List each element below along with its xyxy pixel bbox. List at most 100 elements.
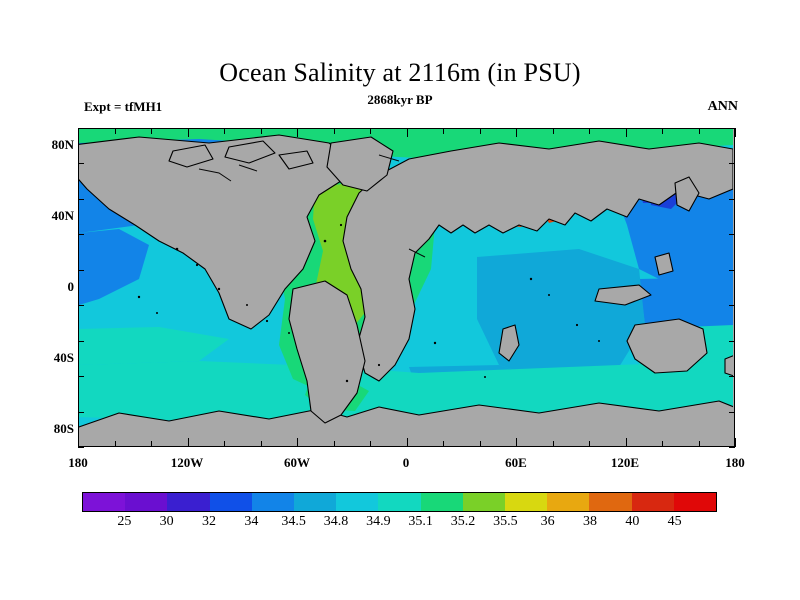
xtick-label: 0 (402, 455, 410, 470)
axis-tick (479, 128, 481, 134)
colorbar-band-4 (251, 493, 295, 511)
colorbar (82, 492, 717, 512)
xtick-label: 60W (284, 455, 310, 470)
axis-tick (78, 198, 84, 200)
axis-tick (552, 128, 554, 134)
colorbar-band-11 (547, 493, 590, 511)
colorbar-band-12 (589, 493, 632, 511)
colorbar-tick-label: 34.5 (281, 514, 306, 529)
axis-tick (729, 340, 735, 342)
axis-tick (78, 305, 84, 307)
colorbar-tick-label: 40 (625, 514, 640, 529)
axis-tick (224, 128, 225, 134)
axis-tick (516, 438, 517, 447)
colorbar-band-2 (167, 493, 210, 511)
axis-tick (297, 438, 298, 447)
ytick-label: 40N (51, 208, 74, 223)
colorbar-tick-label: 38 (583, 514, 597, 529)
colorbar-tick-label: 35.5 (493, 514, 518, 529)
colorbar-tick-label: 36 (540, 514, 555, 529)
figure-subtitle: 2868kyr BP (367, 92, 433, 107)
colorbar-band-5 (294, 493, 337, 511)
ytick-label: 80S (53, 421, 74, 436)
axis-tick (406, 128, 408, 137)
axis-tick (187, 438, 189, 447)
axis-tick (589, 128, 590, 134)
ytick-label: 0 (67, 279, 75, 294)
colorbar-band-8 (420, 493, 463, 511)
axis-tick (729, 128, 735, 129)
xtick-label: 180 (68, 455, 88, 470)
axis-tick (729, 411, 735, 413)
axis-tick (589, 441, 590, 447)
axis-tick (151, 441, 152, 447)
axis-tick (78, 411, 84, 413)
axis-tick (698, 128, 700, 134)
colorbar-tick-label: 35.1 (408, 514, 433, 529)
axis-tick (260, 128, 262, 134)
colorbar-tick-label: 45 (667, 514, 682, 529)
axis-tick (78, 234, 84, 236)
axis-tick (187, 128, 189, 137)
axis-tick (662, 128, 663, 134)
xtick-label: 60E (505, 455, 527, 470)
axis-tick (552, 441, 554, 447)
colorbar-band-6 (336, 493, 379, 511)
colorbar-tick-label: 34 (244, 514, 259, 529)
colorbar-tick-label: 25 (117, 514, 132, 529)
axis-tick (443, 441, 444, 447)
colorbar-band-10 (505, 493, 548, 511)
colorbar-band-14 (673, 493, 717, 511)
axis-tick (729, 305, 735, 307)
colorbar-tick-label: 34.9 (366, 514, 391, 529)
axis-tick (78, 376, 84, 378)
xtick-label: 120E (610, 455, 640, 470)
season-label: ANN (707, 99, 738, 114)
ytick-label: 80N (51, 137, 74, 152)
axis-tick (260, 441, 262, 447)
axis-tick (698, 441, 700, 447)
colorbar-labels: 25 30 32 34 34.5 34.8 34.9 35.1 35.2 35.5 36 38 40 45 (0, 514, 800, 536)
axis-tick (479, 441, 481, 447)
colorbar-band-0 (83, 493, 126, 511)
axis-tick (78, 447, 84, 448)
axis-tick (297, 128, 298, 137)
axis-tick (114, 128, 116, 134)
axis-tick (729, 234, 735, 236)
experiment-label: Expt = tfMH1 (84, 99, 163, 114)
axis-tick (729, 269, 735, 271)
axis-tick (78, 438, 79, 447)
colorbar-tick-label: 35.2 (450, 514, 476, 529)
xtick-label: 180 (725, 455, 745, 470)
axis-tick (406, 438, 408, 447)
colorbar-tick-label: 32 (202, 514, 216, 529)
colorbar-tick-label: 30 (159, 514, 174, 529)
axis-tick (729, 198, 735, 200)
axis-tick (370, 441, 371, 447)
ytick-label: 40S (53, 350, 74, 365)
axis-tick (78, 163, 84, 165)
axis-tick (333, 441, 335, 447)
xtick-label: 120W (170, 455, 204, 470)
axis-tick (662, 441, 663, 447)
colorbar-band-3 (209, 493, 252, 511)
axis-tick (516, 128, 517, 137)
axis-tick (78, 269, 84, 271)
map-plot-area (78, 128, 735, 447)
axis-tick (625, 438, 627, 447)
axis-tick (151, 128, 152, 134)
axis-tick (78, 340, 84, 342)
colorbar-band-13 (631, 493, 674, 511)
colorbar-band-7 (378, 493, 421, 511)
axis-tick (78, 128, 84, 129)
axis-tick (114, 441, 116, 447)
axis-tick (625, 128, 627, 137)
colorbar-band-1 (125, 493, 168, 511)
axis-tick (224, 441, 225, 447)
axis-tick (370, 128, 371, 134)
axis-tick (729, 376, 735, 378)
axis-tick (78, 128, 79, 137)
colorbar-tick-label: 34.8 (323, 514, 349, 529)
axis-tick (333, 128, 335, 134)
